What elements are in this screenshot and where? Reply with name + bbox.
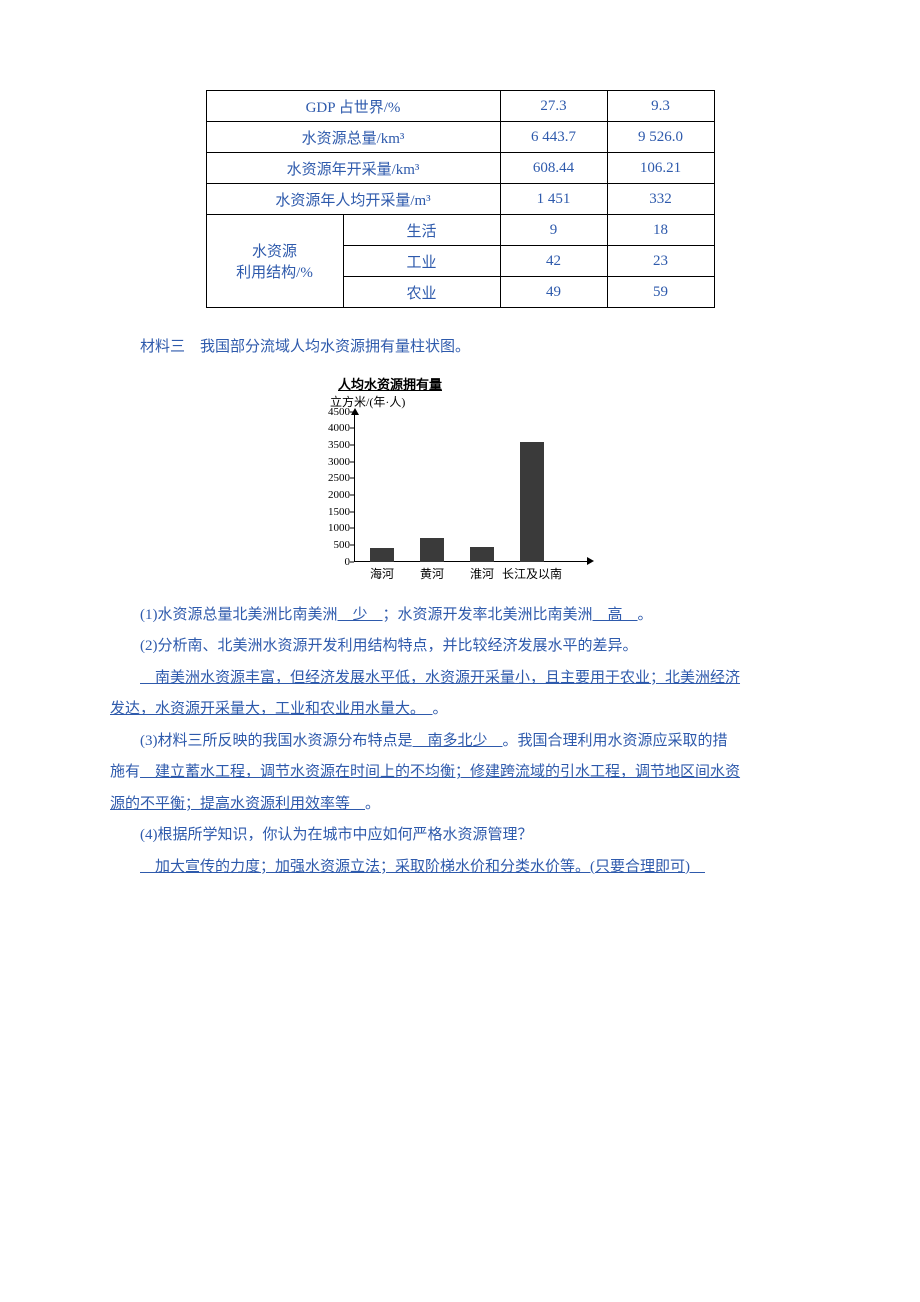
question-1: (1)水资源总量北美洲比南美洲 少 ；水资源开发率北美洲比南美洲 高 。 xyxy=(110,600,810,632)
y-tick-label: 4000 xyxy=(310,422,350,434)
cell-sublabel: 农业 xyxy=(343,277,500,308)
chart-bar xyxy=(470,547,494,562)
question-3-line2: 施有 建立蓄水工程，调节水资源在时间上的不均衡；修建跨流域的引水工程，调节地区间… xyxy=(110,757,810,789)
y-tick-mark xyxy=(350,444,354,445)
cell-label: 水资源总量/km³ xyxy=(206,122,500,153)
q3-prefix: (3)材料三所反映的我国水资源分布特点是 xyxy=(140,733,413,749)
q3-answer-2b: 源的不平衡；提高水资源利用效率等 xyxy=(110,796,365,812)
cell-value: 18 xyxy=(607,215,714,246)
question-2-answer-cont: 发达，水资源开采量大，工业和农业用水量大。 。 xyxy=(110,694,810,726)
question-4: (4)根据所学知识，你认为在城市中应如何严格水资源管理？ xyxy=(110,820,810,852)
question-3: (3)材料三所反映的我国水资源分布特点是 南多北少 。我国合理利用水资源应采取的… xyxy=(110,726,810,758)
y-tick-mark xyxy=(350,511,354,512)
q1-suffix: 。 xyxy=(638,607,653,623)
water-resource-table: GDP 占世界/% 27.3 9.3 水资源总量/km³ 6 443.7 9 5… xyxy=(206,90,715,308)
x-category-label: 海河 xyxy=(370,565,394,582)
cell-label: 水资源年开采量/km³ xyxy=(206,153,500,184)
x-category-label: 淮河 xyxy=(470,565,494,582)
water-per-capita-chart: 人均水资源拥有量 立方米/(年·人) 050010001500200025003… xyxy=(310,374,610,582)
question-3-line3: 源的不平衡；提高水资源利用效率等 。 xyxy=(110,789,810,821)
y-tick-mark xyxy=(350,528,354,529)
table-row: 水资源年人均开采量/m³ 1 451 332 xyxy=(206,184,714,215)
q2-answer-line2: 发达，水资源开采量大，工业和农业用水量大。 xyxy=(110,701,433,717)
y-tick-label: 3000 xyxy=(310,456,350,468)
y-tick-mark xyxy=(350,561,354,562)
table-row: 水资源年开采量/km³ 608.44 106.21 xyxy=(206,153,714,184)
cell-value: 9.3 xyxy=(607,91,714,122)
y-tick-label: 2000 xyxy=(310,489,350,501)
y-tick-label: 3500 xyxy=(310,439,350,451)
q1-answer-1: 少 xyxy=(338,607,383,623)
chart-bar xyxy=(520,442,544,562)
y-tick-mark xyxy=(350,494,354,495)
material3-intro: 材料三 我国部分流域人均水资源拥有量柱状图。 xyxy=(110,332,810,364)
cell-label: 水资源年人均开采量/m³ xyxy=(206,184,500,215)
cell-value: 42 xyxy=(500,246,607,277)
y-tick-label: 2500 xyxy=(310,472,350,484)
question-2-answer: 南美洲水资源丰富，但经济发展水平低，水资源开采量小，且主要用于农业；北美洲经济 xyxy=(110,663,810,695)
q2-answer-line1: 南美洲水资源丰富，但经济发展水平低，水资源开采量小，且主要用于农业；北美洲经济 xyxy=(140,670,740,686)
cell-value: 1 451 xyxy=(500,184,607,215)
q1-mid: ；水资源开发率北美洲比南美洲 xyxy=(383,607,593,623)
cell-sublabel: 生活 xyxy=(343,215,500,246)
cell-group-header: 水资源 利用结构/% xyxy=(206,215,343,308)
y-tick-mark xyxy=(350,411,354,412)
y-tick-label: 1000 xyxy=(310,522,350,534)
y-tick-mark xyxy=(350,428,354,429)
chart-plot-area: 050010001500200025003000350040004500海河黄河… xyxy=(310,412,590,582)
y-tick-label: 4500 xyxy=(310,406,350,418)
x-axis-arrow-icon xyxy=(587,557,594,565)
cell-value: 27.3 xyxy=(500,91,607,122)
cell-value: 106.21 xyxy=(607,153,714,184)
y-tick-mark xyxy=(350,461,354,462)
y-axis-line xyxy=(354,412,355,562)
q3-answer-2a: 建立蓄水工程，调节水资源在时间上的不均衡；修建跨流域的引水工程，调节地区间水资 xyxy=(140,764,740,780)
chart-bar xyxy=(420,538,444,561)
q3-mid1: 。我国合理利用水资源应采取的措 xyxy=(503,733,728,749)
cell-value: 9 xyxy=(500,215,607,246)
y-tick-mark xyxy=(350,478,354,479)
document-page: GDP 占世界/% 27.3 9.3 水资源总量/km³ 6 443.7 9 5… xyxy=(0,0,920,933)
cell-value: 6 443.7 xyxy=(500,122,607,153)
x-category-label: 黄河 xyxy=(420,565,444,582)
cell-value: 332 xyxy=(607,184,714,215)
q3-line2-prefix: 施有 xyxy=(110,764,140,780)
cell-value: 49 xyxy=(500,277,607,308)
q3-answer-1: 南多北少 xyxy=(413,733,503,749)
cell-value: 23 xyxy=(607,246,714,277)
cell-label: GDP 占世界/% xyxy=(206,91,500,122)
y-tick-label: 0 xyxy=(310,556,350,568)
q2-suffix: 。 xyxy=(433,701,448,717)
table-row: GDP 占世界/% 27.3 9.3 xyxy=(206,91,714,122)
cell-value: 9 526.0 xyxy=(607,122,714,153)
question-2: (2)分析南、北美洲水资源开发利用结构特点，并比较经济发展水平的差异。 xyxy=(110,631,810,663)
q3-suffix: 。 xyxy=(365,796,380,812)
x-category-label: 长江及以南 xyxy=(502,565,562,582)
cell-value: 608.44 xyxy=(500,153,607,184)
q1-answer-2: 高 xyxy=(593,607,638,623)
chart-title: 人均水资源拥有量 xyxy=(310,374,610,393)
chart-bar xyxy=(370,548,394,561)
y-tick-label: 500 xyxy=(310,539,350,551)
table-row: 水资源总量/km³ 6 443.7 9 526.0 xyxy=(206,122,714,153)
table-row: 水资源 利用结构/% 生活 9 18 xyxy=(206,215,714,246)
y-tick-mark xyxy=(350,544,354,545)
cell-sublabel: 工业 xyxy=(343,246,500,277)
q4-answer-text: 加大宣传的力度；加强水资源立法；采取阶梯水价和分类水价等。(只要合理即可) xyxy=(140,859,705,875)
question-4-answer: 加大宣传的力度；加强水资源立法；采取阶梯水价和分类水价等。(只要合理即可) xyxy=(110,852,810,884)
cell-value: 59 xyxy=(607,277,714,308)
q1-prefix: (1)水资源总量北美洲比南美洲 xyxy=(140,607,338,623)
y-tick-label: 1500 xyxy=(310,506,350,518)
